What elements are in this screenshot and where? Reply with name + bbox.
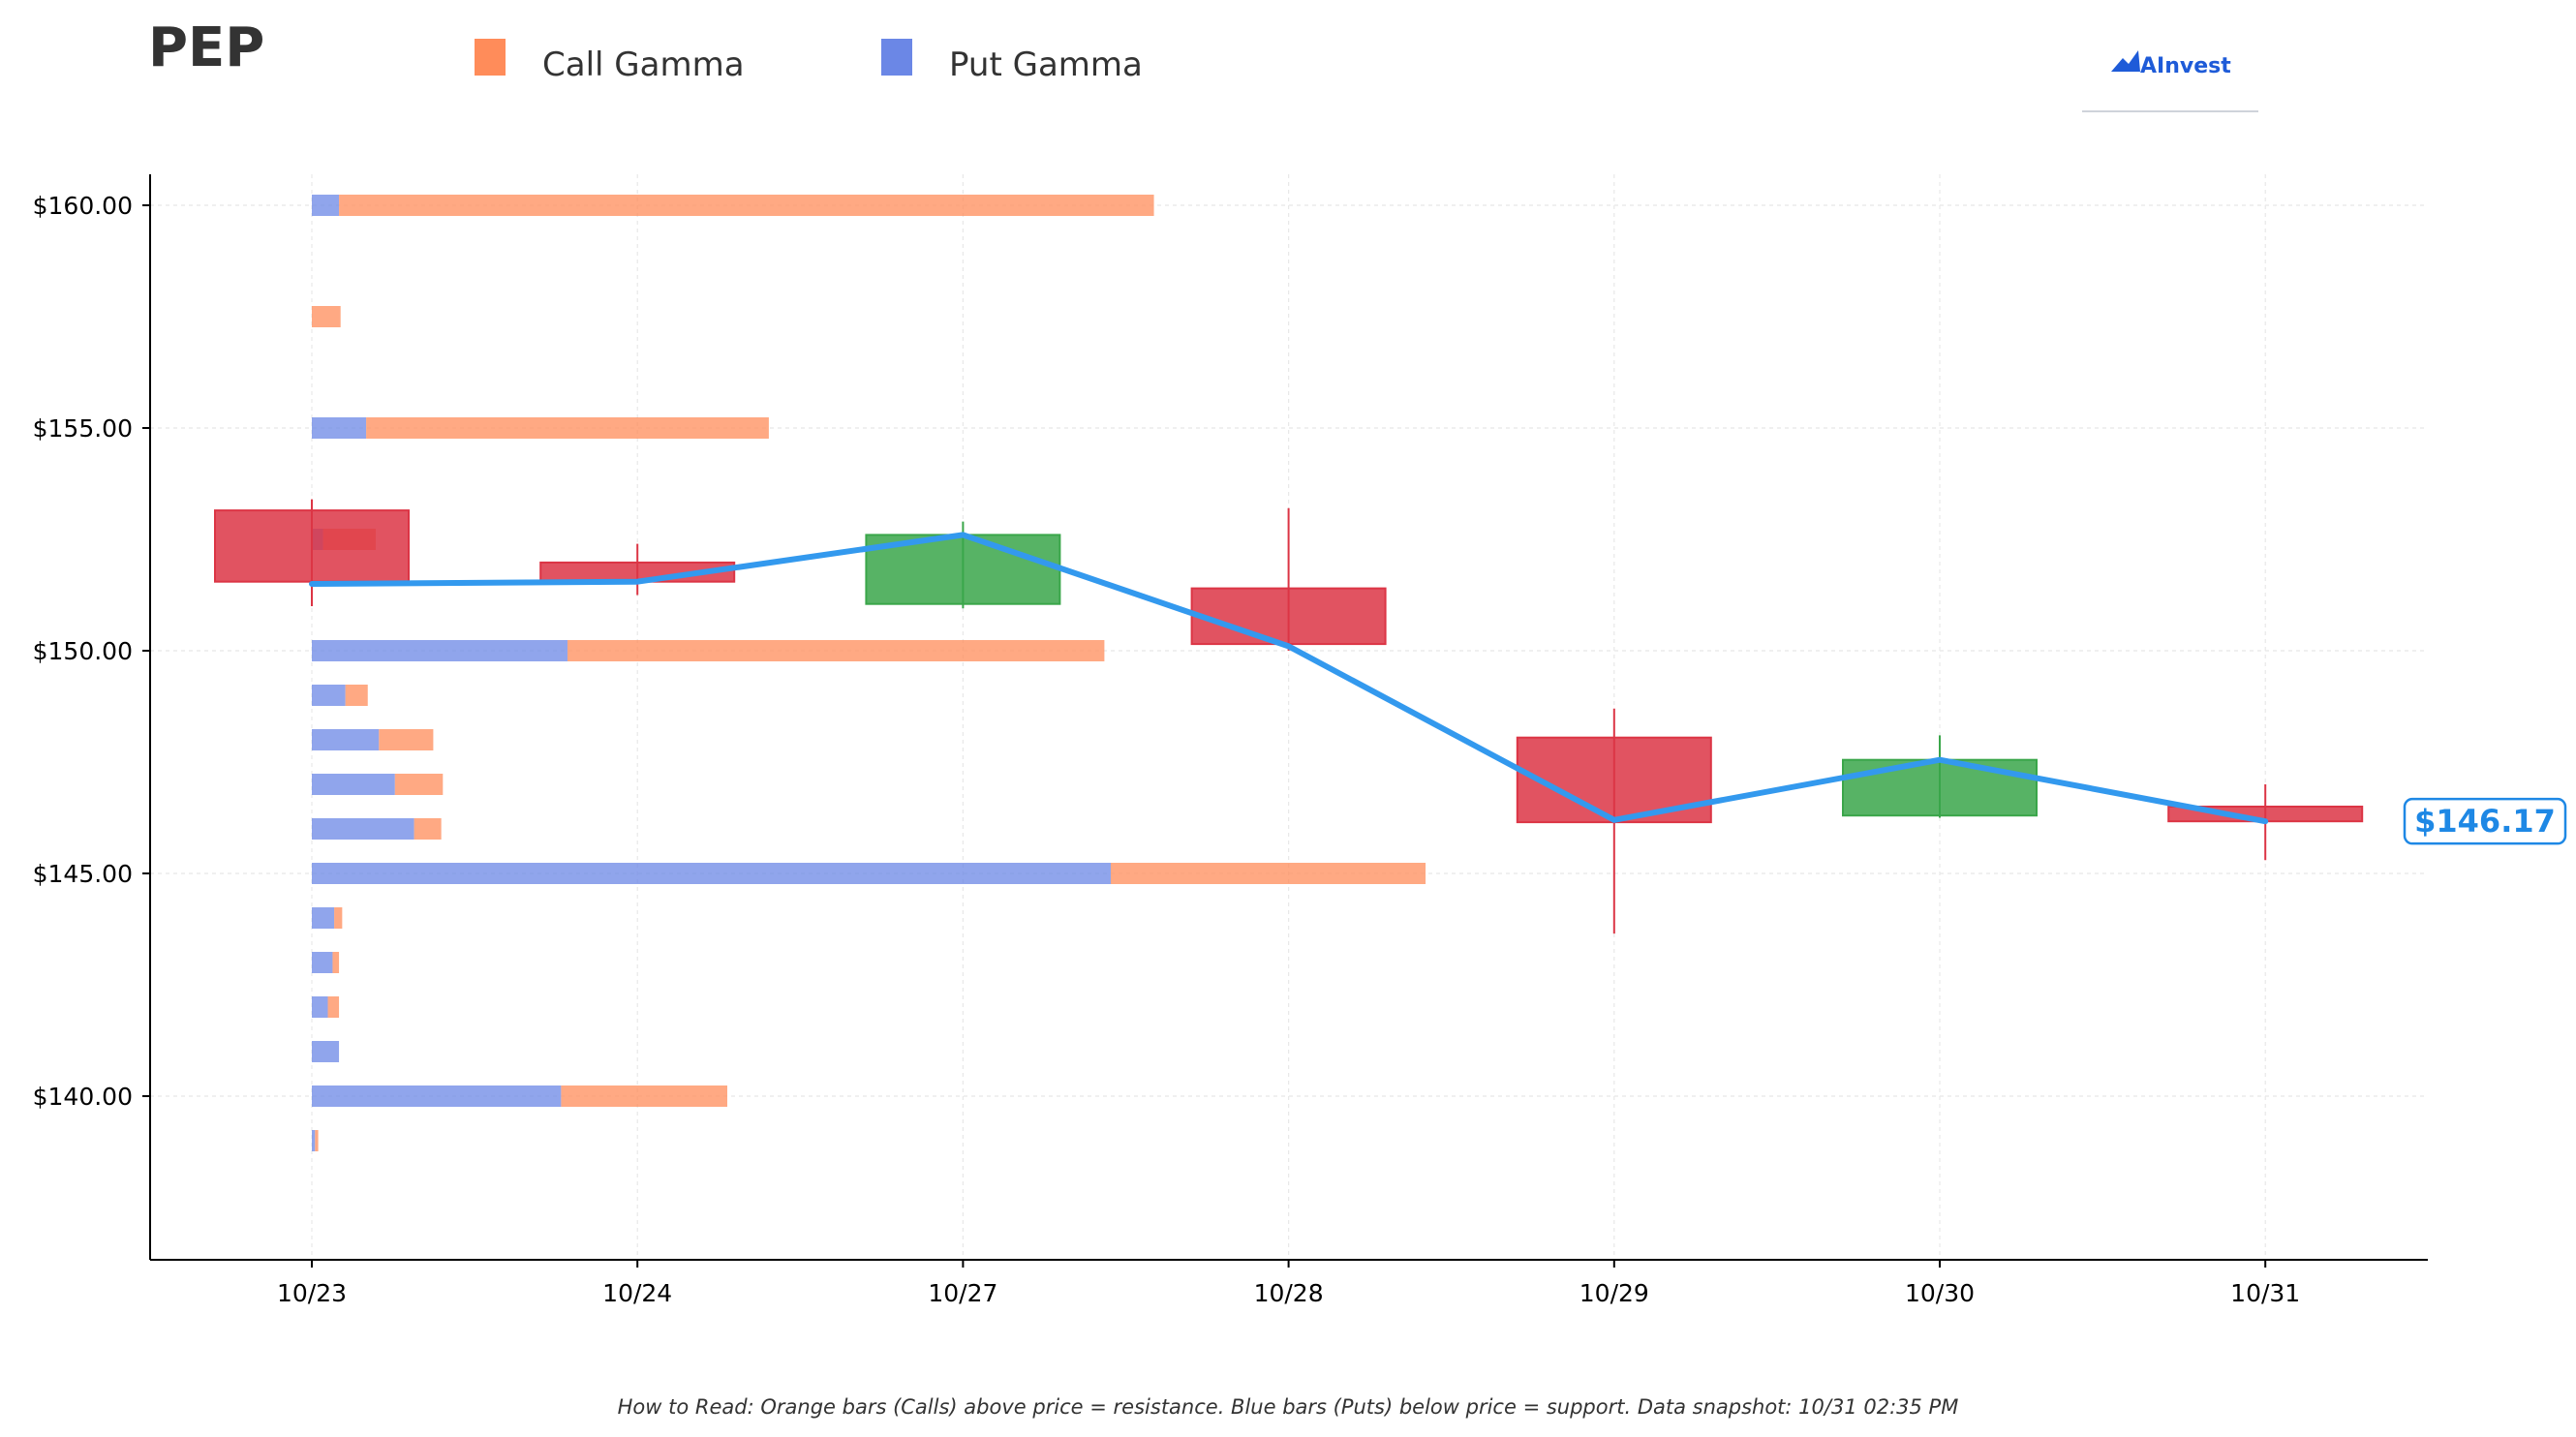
legend-call-swatch	[475, 39, 506, 76]
put-gamma-bar	[312, 818, 414, 840]
footnote: How to Read: Orange bars (Calls) above p…	[618, 1395, 1959, 1419]
brand-logo: AInvest	[2082, 50, 2258, 112]
call-gamma-bar	[567, 640, 1105, 661]
put-gamma-bar	[312, 640, 567, 661]
put-gamma-bar	[312, 1085, 562, 1107]
call-gamma-bar	[414, 818, 442, 840]
ticker-title: PEP	[148, 16, 264, 79]
put-gamma-bar	[312, 1041, 340, 1062]
y-tick-label: $150.00	[33, 637, 133, 665]
call-gamma-bar	[339, 195, 1154, 216]
legend-put-swatch	[881, 39, 912, 76]
call-gamma-bar	[394, 774, 444, 795]
candle-body	[865, 534, 1061, 605]
call-gamma-bar	[312, 306, 341, 327]
x-tick-label: 10/27	[928, 1279, 997, 1307]
last-price-label: $146.17	[2414, 803, 2556, 840]
candle-body	[1842, 758, 2038, 817]
put-gamma-bar	[312, 417, 367, 439]
candle-body	[214, 509, 410, 583]
put-gamma-bar	[312, 729, 380, 750]
gamma-bars-layer	[312, 195, 1426, 1151]
candles-layer	[214, 499, 2364, 934]
call-gamma-bar	[332, 952, 340, 973]
legend-put-label: Put Gamma	[949, 46, 1143, 84]
put-gamma-bar	[312, 195, 340, 216]
put-gamma-bar	[312, 863, 1111, 884]
put-gamma-bar	[312, 685, 346, 706]
x-tick-label: 10/30	[1905, 1279, 1975, 1307]
brand-logo-icon	[2111, 50, 2140, 72]
put-gamma-bar	[312, 996, 328, 1018]
call-gamma-bar	[315, 1130, 319, 1151]
price-line-layer	[309, 532, 2269, 825]
put-gamma-bar	[312, 907, 335, 929]
x-tick-label: 10/24	[602, 1279, 672, 1307]
legend-call-label: Call Gamma	[542, 46, 745, 84]
axes-layer: $140.00 $145.00 $150.00 $155.00 $160.00 10/23…	[33, 174, 2428, 1307]
candle-body	[1190, 587, 1387, 646]
call-gamma-bar	[1111, 863, 1426, 884]
call-gamma-bar	[334, 907, 343, 929]
price-line	[309, 532, 2269, 825]
brand-logo-text: AInvest	[2140, 54, 2231, 78]
y-tick-label: $140.00	[33, 1083, 133, 1111]
x-tick-label: 10/31	[2230, 1279, 2300, 1307]
call-gamma-bar	[327, 996, 340, 1018]
x-tick-label: 10/29	[1579, 1279, 1649, 1307]
x-tick-label: 10/28	[1254, 1279, 1324, 1307]
x-tick-label: 10/23	[277, 1279, 347, 1307]
y-tick-label: $155.00	[33, 414, 133, 443]
last-price-callout: $146.17	[2403, 797, 2567, 845]
put-gamma-bar	[312, 952, 333, 973]
y-tick-label: $160.00	[33, 192, 133, 220]
call-gamma-bar	[379, 729, 434, 750]
put-gamma-bar	[312, 1130, 316, 1151]
call-gamma-bar	[345, 685, 368, 706]
put-gamma-bar	[312, 774, 395, 795]
last-price-box	[2403, 797, 2567, 845]
call-gamma-bar	[366, 417, 769, 439]
call-gamma-bar	[561, 1085, 727, 1107]
y-tick-label: $145.00	[33, 860, 133, 888]
